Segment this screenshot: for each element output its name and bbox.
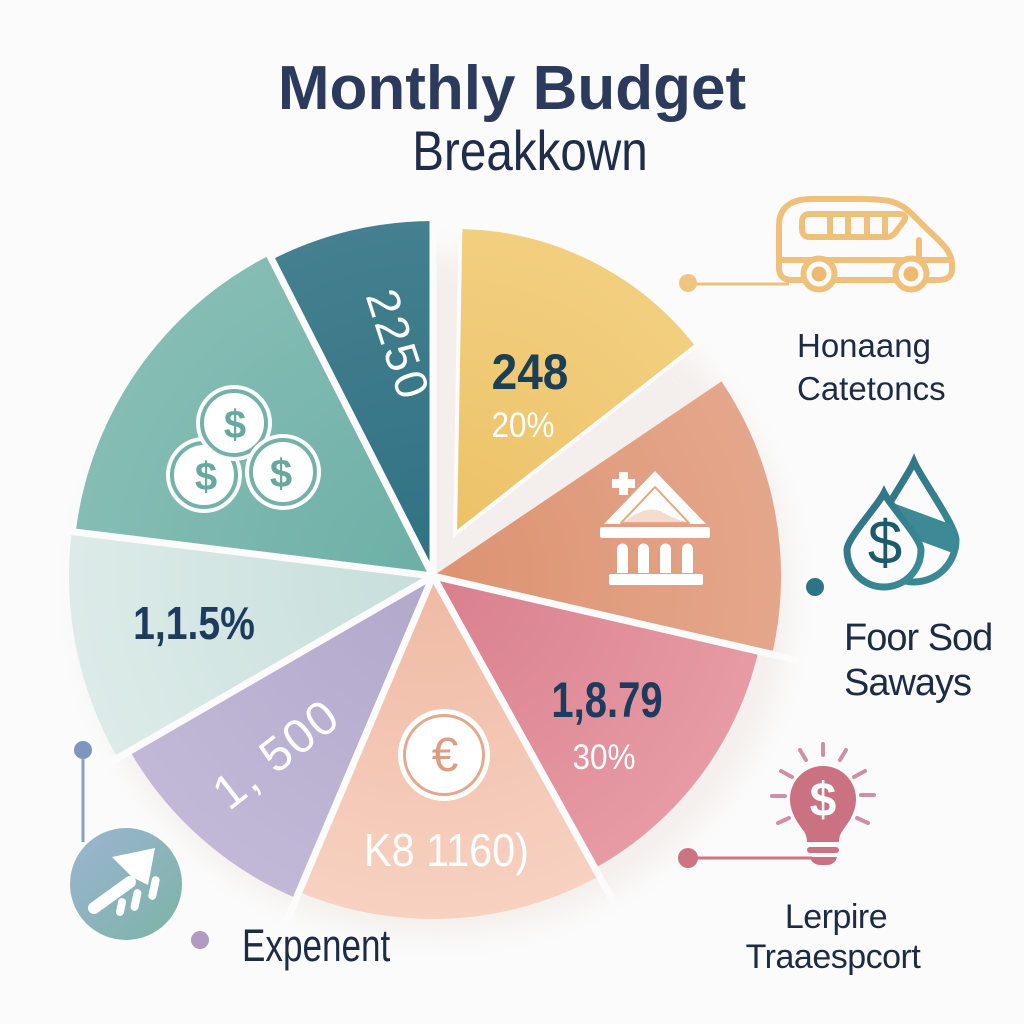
svg-text:Breakkown: Breakkown (412, 120, 647, 182)
svg-text:Traaespcort: Traaespcort (746, 938, 922, 976)
svg-text:Monthly Budget: Monthly Budget (278, 54, 746, 123)
svg-text:Honaang: Honaang (797, 327, 931, 364)
svg-text:K8 1160): K8 1160) (364, 825, 529, 877)
svg-text:$: $ (195, 455, 217, 499)
svg-text:$: $ (224, 403, 246, 447)
svg-text:Foor Sod: Foor Sod (844, 617, 992, 659)
svg-text:20%: 20% (491, 407, 554, 446)
svg-text:Expenent: Expenent (242, 920, 390, 971)
svg-text:€: € (432, 729, 459, 782)
svg-text:Catetoncs: Catetoncs (797, 370, 946, 407)
svg-text:248: 248 (492, 345, 569, 400)
svg-text:$: $ (810, 774, 837, 827)
svg-text:Saways: Saways (844, 662, 971, 704)
svg-text:$: $ (270, 452, 292, 496)
svg-text:30%: 30% (572, 739, 635, 778)
svg-text:$: $ (868, 509, 902, 578)
svg-text:1,8.79: 1,8.79 (551, 672, 662, 728)
svg-text:1,1.5%: 1,1.5% (133, 598, 255, 650)
svg-text:Lerpire: Lerpire (785, 898, 887, 936)
